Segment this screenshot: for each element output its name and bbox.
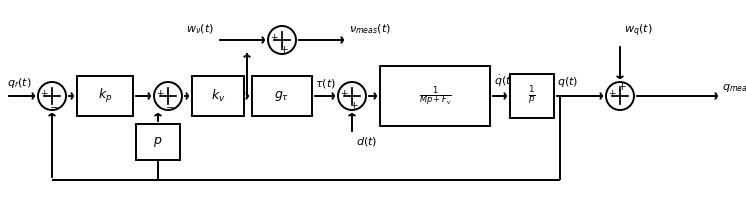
Text: $\frac{1}{p}$: $\frac{1}{p}$ bbox=[528, 85, 536, 107]
Text: $+$: $+$ bbox=[349, 100, 359, 111]
Bar bbox=[380, 66, 490, 126]
Text: $w_q(t)$: $w_q(t)$ bbox=[624, 23, 653, 39]
Text: $\frac{1}{Mp+F_v}$: $\frac{1}{Mp+F_v}$ bbox=[419, 84, 451, 108]
Text: $+$: $+$ bbox=[617, 81, 627, 92]
Text: $w_\nu(t)$: $w_\nu(t)$ bbox=[186, 22, 214, 36]
Text: $q(t)$: $q(t)$ bbox=[557, 75, 578, 89]
Text: $k_p$: $k_p$ bbox=[98, 87, 112, 105]
Text: $q_{meas}(t)$: $q_{meas}(t)$ bbox=[722, 80, 746, 94]
Bar bbox=[77, 76, 133, 116]
Text: $g_\tau$: $g_\tau$ bbox=[275, 89, 289, 103]
Text: $d(t)$: $d(t)$ bbox=[356, 135, 377, 148]
Text: $-$: $-$ bbox=[166, 101, 175, 111]
Text: $k_v$: $k_v$ bbox=[210, 88, 225, 104]
Text: $-$: $-$ bbox=[49, 101, 59, 111]
Text: $\dot{q}(t)$: $\dot{q}(t)$ bbox=[494, 74, 515, 89]
Text: $+$: $+$ bbox=[608, 88, 617, 97]
Text: $+$: $+$ bbox=[279, 44, 289, 55]
Text: $\tau(t)$: $\tau(t)$ bbox=[315, 77, 336, 90]
Text: $+$: $+$ bbox=[270, 31, 278, 42]
Text: $\nu(t)$: $\nu(t)$ bbox=[254, 103, 273, 116]
Text: $\nu_{meas}(t)$: $\nu_{meas}(t)$ bbox=[349, 22, 391, 36]
Text: $+$: $+$ bbox=[156, 88, 165, 97]
Bar bbox=[192, 76, 244, 116]
Bar bbox=[252, 76, 312, 116]
Text: $p$: $p$ bbox=[154, 135, 163, 149]
Text: $+$: $+$ bbox=[340, 88, 348, 97]
Bar bbox=[136, 124, 180, 160]
Text: $q_r(t)$: $q_r(t)$ bbox=[7, 76, 31, 90]
Text: $+$: $+$ bbox=[40, 88, 48, 97]
Bar bbox=[510, 74, 554, 118]
